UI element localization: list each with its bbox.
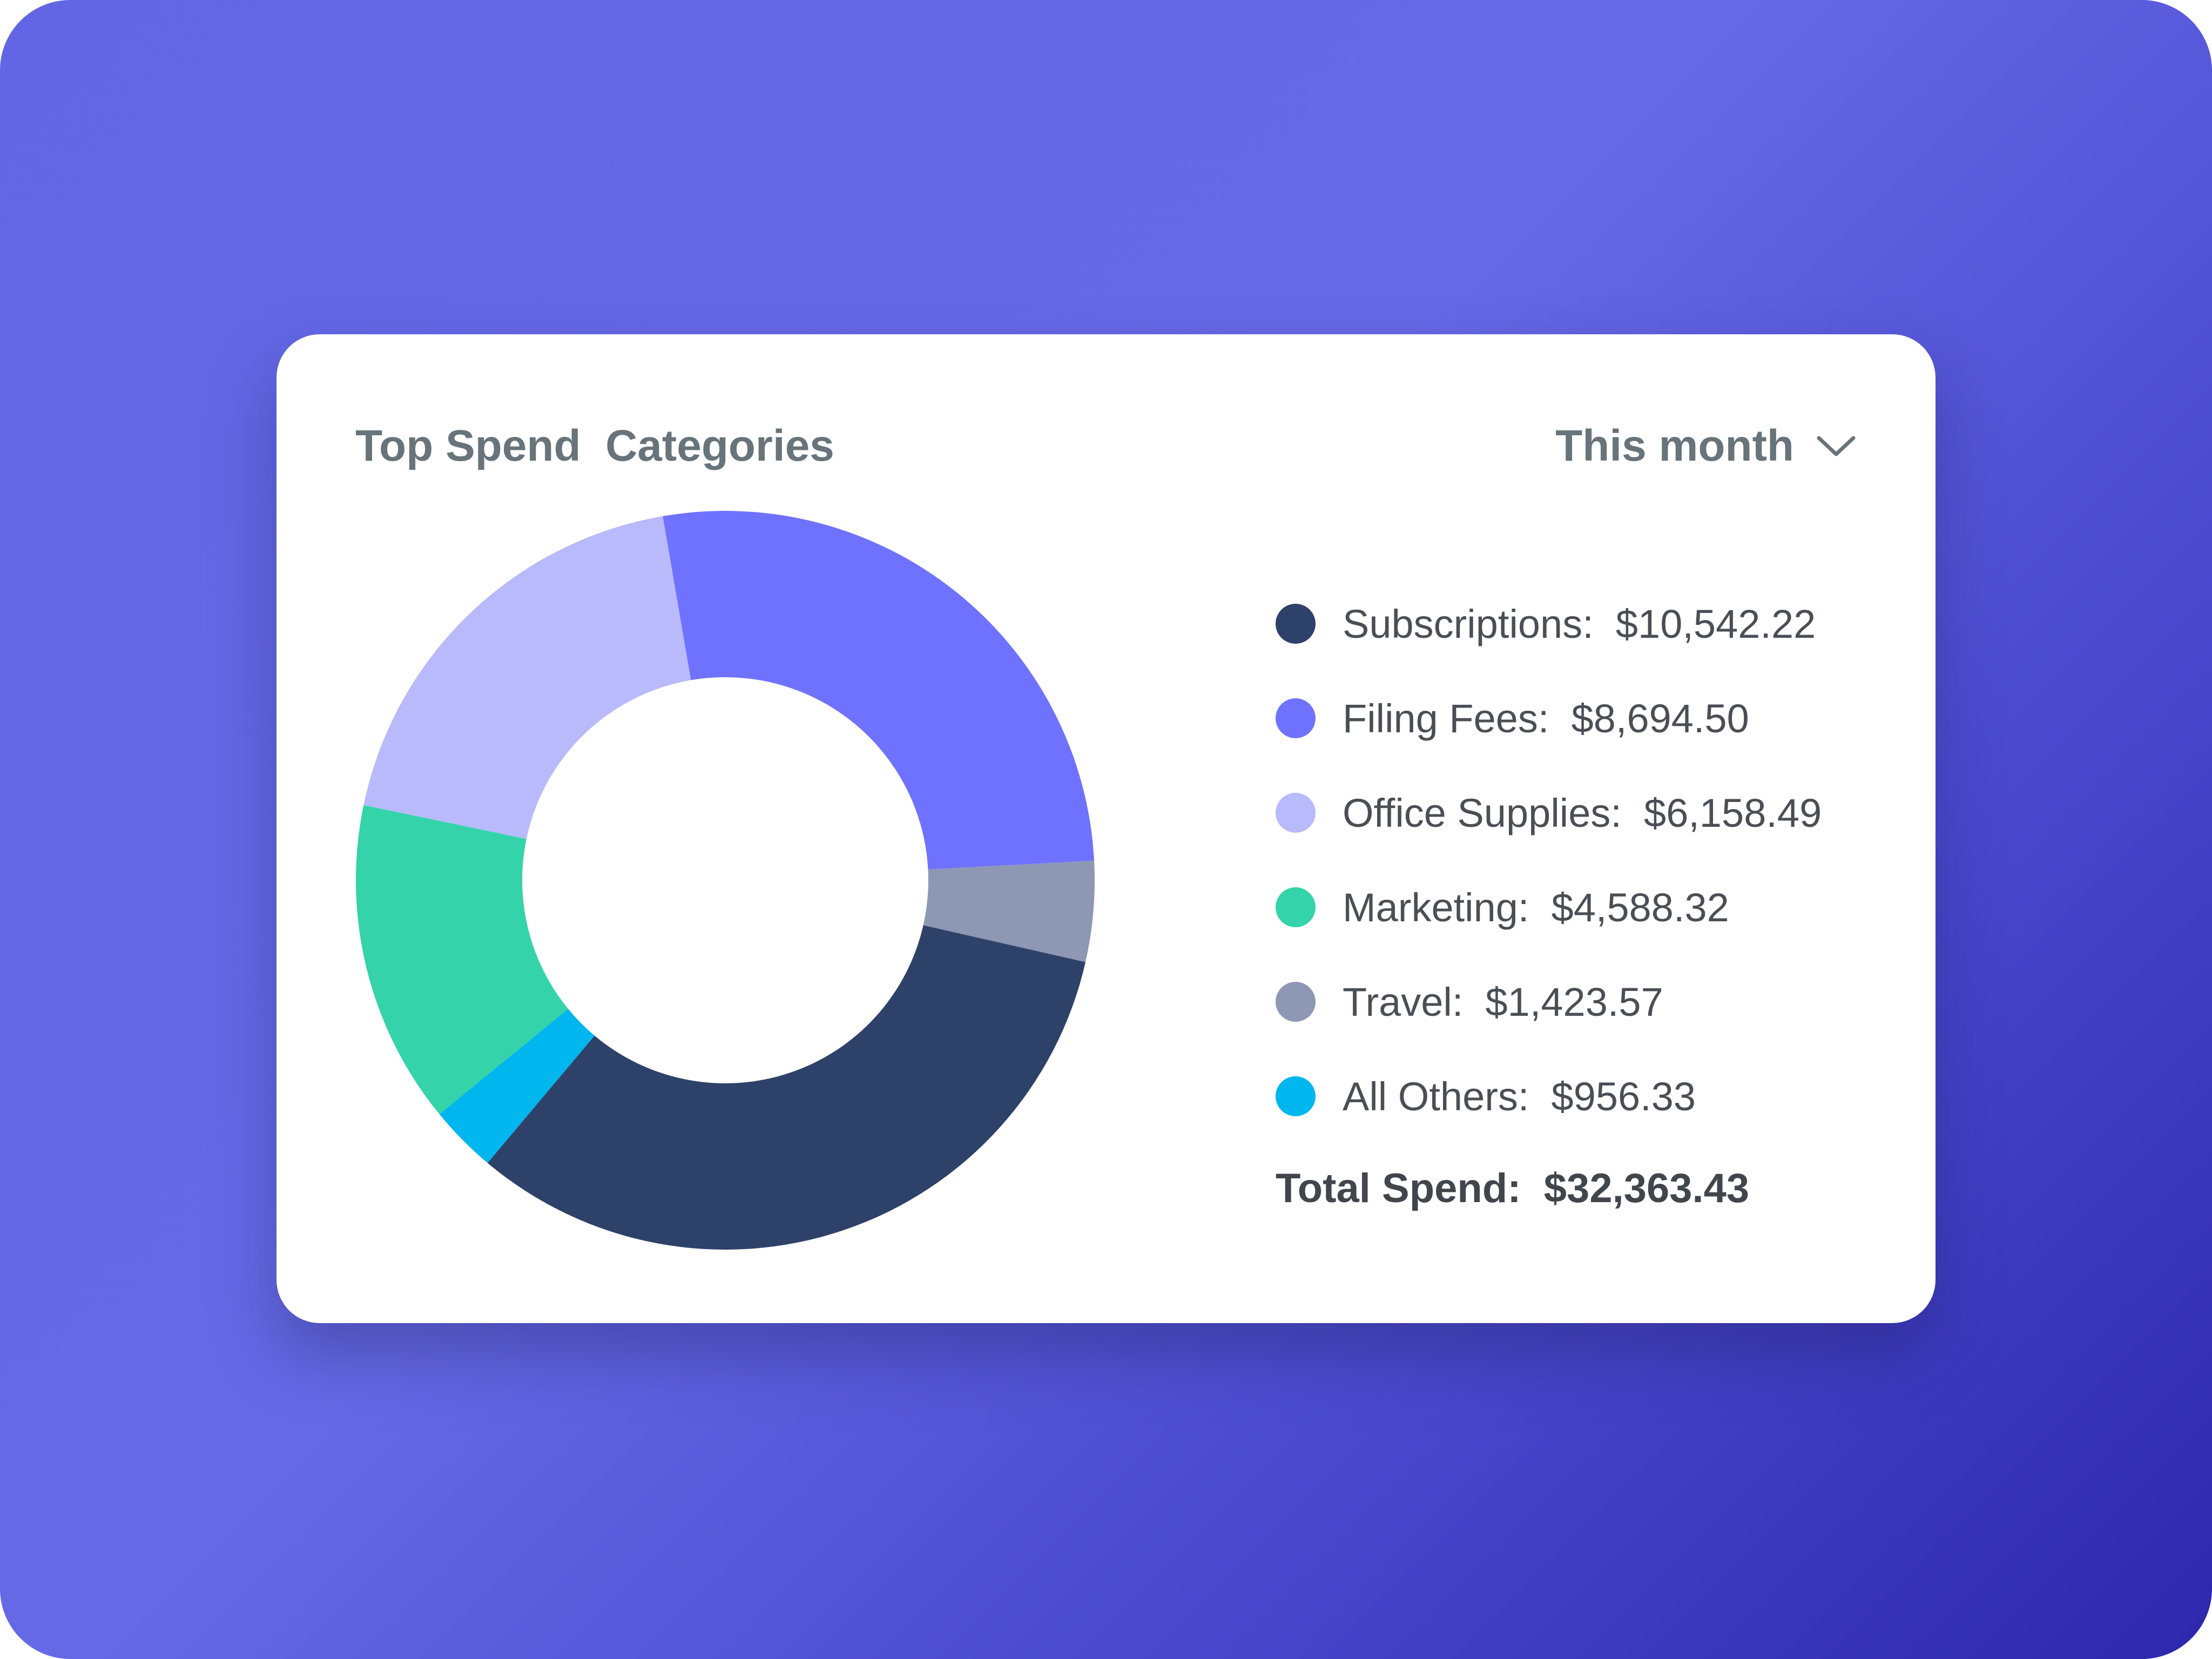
period-label: This month bbox=[1555, 421, 1794, 470]
legend-item: All Others: $956.33 bbox=[1276, 1069, 1696, 1123]
slice-all-others bbox=[439, 1009, 595, 1163]
legend-label: All Others: $956.33 bbox=[1343, 1074, 1696, 1119]
chart-title: Top Spend Categories bbox=[355, 421, 834, 470]
legend-item: Subscriptions: $10,542.22 bbox=[1276, 597, 1816, 651]
period-dropdown[interactable]: This month bbox=[1555, 421, 1857, 471]
slice-travel bbox=[923, 860, 1095, 962]
legend-dot-icon bbox=[1276, 793, 1316, 833]
legend-label: Marketing: $4,588.32 bbox=[1343, 885, 1729, 930]
donut-chart bbox=[355, 511, 1095, 1250]
legend-dot-icon bbox=[1276, 604, 1316, 644]
legend-item: Office Supplies: $6,158.49 bbox=[1276, 786, 1822, 840]
slice-marketing bbox=[355, 805, 569, 1115]
slice-office-supplies bbox=[363, 516, 691, 839]
legend-item: Marketing: $4,588.32 bbox=[1276, 880, 1729, 934]
total-spend: Total Spend: $32,363.43 bbox=[1276, 1165, 1750, 1211]
legend-dot-icon bbox=[1276, 698, 1316, 738]
legend-label: Office Supplies: $6,158.49 bbox=[1343, 790, 1822, 835]
slice-filing-fees bbox=[663, 511, 1095, 870]
legend-label: Travel: $1,423.57 bbox=[1343, 979, 1663, 1024]
spend-card: Top Spend Categories This month Subscrip… bbox=[276, 334, 1936, 1323]
chevron-down-icon bbox=[1817, 436, 1856, 456]
legend-item: Filing Fees: $8,694.50 bbox=[1276, 691, 1749, 745]
slice-subscriptions bbox=[487, 925, 1086, 1250]
legend-item: Travel: $1,423.57 bbox=[1276, 975, 1663, 1029]
legend-label: Subscriptions: $10,542.22 bbox=[1343, 601, 1816, 646]
legend-dot-icon bbox=[1276, 887, 1316, 927]
legend-dot-icon bbox=[1276, 1076, 1316, 1116]
legend-dot-icon bbox=[1276, 982, 1316, 1022]
legend-label: Filing Fees: $8,694.50 bbox=[1343, 696, 1749, 741]
